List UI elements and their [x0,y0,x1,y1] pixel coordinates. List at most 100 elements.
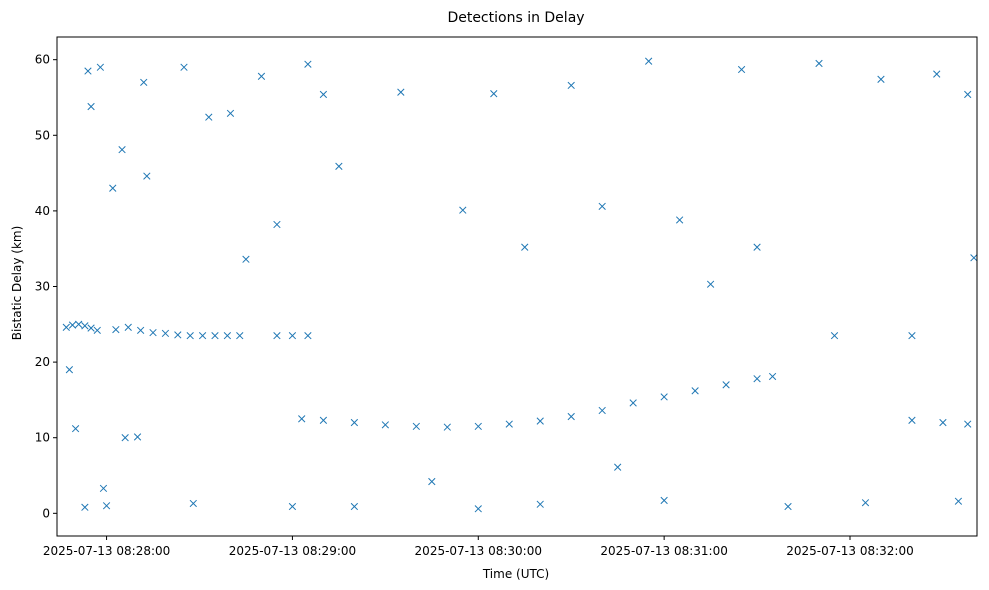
data-point-stroke [629,399,637,407]
data-point-stroke [223,331,232,340]
data-point [908,331,916,340]
data-point-stroke [443,423,451,431]
data-point-stroke [140,78,148,87]
data-point-stroke [180,63,188,71]
data-point-stroke [288,331,297,340]
data-point [118,145,126,154]
data-point [691,387,699,395]
data-point [75,320,83,328]
data-point [350,418,359,427]
data-point-stroke [536,417,544,425]
x-tick-label: 2025-07-13 08:28:00 [43,544,170,558]
data-point-stroke [75,320,83,328]
data-point-stroke [614,463,622,471]
data-point [970,254,978,262]
data-point [112,325,120,334]
data-point-stroke [691,387,699,395]
data-point-stroke [257,72,266,80]
data-point [121,434,129,442]
data-point-stroke [474,422,482,431]
chart-title: Detections in Delay [447,10,584,26]
data-point [737,65,746,74]
data-point-stroke [784,502,792,511]
data-point-stroke [397,88,405,96]
data-point-stroke [412,422,420,431]
data-point-stroke [474,505,482,513]
data-point [933,70,941,78]
data-point-stroke [908,331,916,340]
data-point-stroke [737,65,746,74]
data-point [226,109,235,118]
data-point [99,484,108,493]
data-point-stroke [288,502,297,511]
x-tick-label: 2025-07-13 08:32:00 [786,544,913,558]
data-point [536,500,544,508]
data-point-stroke [189,499,197,508]
data-point-stroke [706,280,715,288]
data-point-stroke [933,70,941,78]
data-point-stroke [428,477,436,486]
data-point-stroke [830,331,839,340]
data-point [753,375,761,383]
data-point [319,416,328,424]
data-point-stroke [298,415,306,423]
axes: 2025-07-13 08:28:00 2025-07-13 08:29:00 20… [35,36,978,558]
data-point [474,505,482,513]
data-point-stroke [71,424,80,433]
data-point [877,75,885,83]
data-point [124,323,132,331]
data-point-stroke [68,321,77,329]
y-tick-label: 10 [35,431,50,445]
y-tick-label: 0 [42,506,50,520]
data-point-stroke [102,502,111,510]
data-point [768,372,777,381]
data-point-stroke [304,331,312,340]
data-point [96,63,105,71]
data-point [567,412,575,421]
data-point-stroke [350,418,359,427]
data-point [273,220,281,229]
data-point [102,502,111,510]
data-point [62,323,70,331]
data-point [87,102,95,111]
y-axis-title: Bistatic Delay (km) [10,226,24,341]
data-point-stroke [753,243,761,251]
y-tick-label: 20 [35,355,50,369]
data-point-stroke [939,418,947,427]
data-point [939,418,947,427]
data-point [722,381,730,389]
data-point-stroke [319,416,328,424]
data-point-stroke [65,366,74,374]
x-tick-label: 2025-07-13 08:30:00 [415,544,542,558]
data-point [350,502,359,511]
data-point [598,406,606,415]
data-point-stroke [87,102,95,111]
data-point [304,60,312,68]
data-point [84,67,92,75]
data-point [136,326,145,335]
data-point [71,424,80,433]
data-point [65,366,74,374]
data-point-stroke [350,502,359,511]
data-point-stroke [335,162,343,170]
data-point-stroke [644,57,653,65]
data-point [397,88,405,96]
data-point [629,399,637,407]
data-point [273,331,281,340]
data-point-stroke [877,75,885,83]
data-point [954,497,963,505]
data-point [381,421,390,429]
data-point [211,331,219,340]
data-point-stroke [143,172,151,180]
data-point [521,243,529,251]
data-point-stroke [118,145,126,154]
data-point [288,331,297,340]
data-point-stroke [198,331,207,340]
data-point-stroke [954,497,963,505]
data-point-stroke [124,323,132,331]
data-point-stroke [459,206,467,214]
data-point [335,162,343,170]
data-point [598,202,606,211]
data-point-stroke [174,331,182,339]
